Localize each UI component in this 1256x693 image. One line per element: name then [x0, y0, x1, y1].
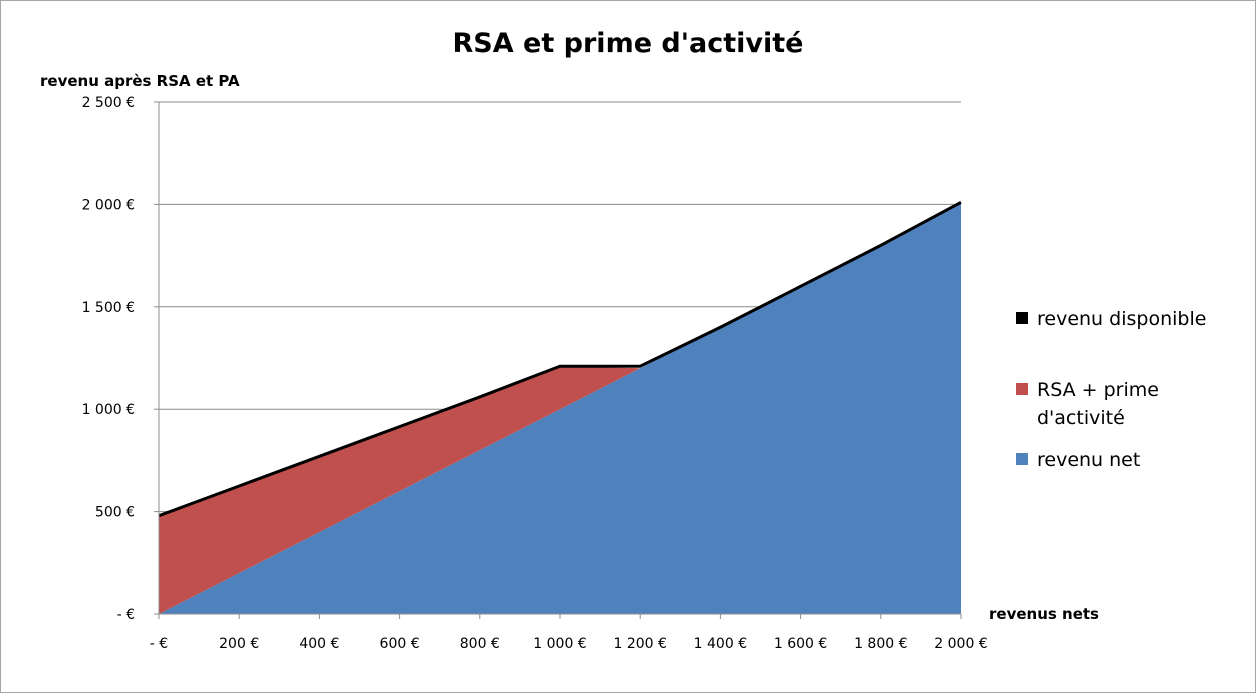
- legend-label: RSA + prime d'activité: [1037, 379, 1159, 429]
- legend-swatch: [1016, 312, 1028, 324]
- x-tick-label: - €: [150, 636, 168, 652]
- area-rsa-prime: [159, 202, 961, 615]
- x-axis-label: revenus nets: [989, 605, 1099, 623]
- legend-label: revenu disponible: [1037, 308, 1207, 330]
- chart-title: RSA et prime d'activité: [452, 28, 804, 59]
- y-tick-label: 500 €: [95, 505, 135, 521]
- area-revenu-net: [159, 202, 961, 615]
- legend-item-rsa-prime: RSA + prime d'activité: [1016, 376, 1197, 432]
- y-tick-label: 1 000 €: [82, 402, 135, 418]
- legend-swatch: [1016, 383, 1028, 395]
- x-tick-label: 1 000 €: [533, 636, 586, 652]
- x-tick-label: 1 800 €: [854, 636, 907, 652]
- line-revenu-disponible: [158, 201, 962, 518]
- x-tick-label: 1 600 €: [774, 636, 827, 652]
- x-tick-label: 1 400 €: [694, 636, 747, 652]
- y-tick-label: - €: [117, 607, 135, 623]
- y-axis-label: revenu après RSA et PA: [40, 72, 240, 90]
- legend-swatch: [1016, 453, 1028, 465]
- y-tick-label: 2 000 €: [82, 197, 135, 213]
- y-tick-label: 1 500 €: [82, 300, 135, 316]
- y-tick-label: 2 500 €: [82, 95, 135, 111]
- x-tick-label: 400 €: [299, 636, 339, 652]
- x-tick-label: 2 000 €: [934, 636, 987, 652]
- legend-item-revenu-disponible: revenu disponible: [1016, 305, 1237, 333]
- x-tick-label: 800 €: [460, 636, 500, 652]
- legend-item-revenu-net: revenu net: [1016, 446, 1237, 474]
- legend-label: revenu net: [1037, 449, 1141, 471]
- x-tick-label: 600 €: [380, 636, 420, 652]
- x-tick-label: 1 200 €: [613, 636, 666, 652]
- x-tick-label: 200 €: [219, 636, 259, 652]
